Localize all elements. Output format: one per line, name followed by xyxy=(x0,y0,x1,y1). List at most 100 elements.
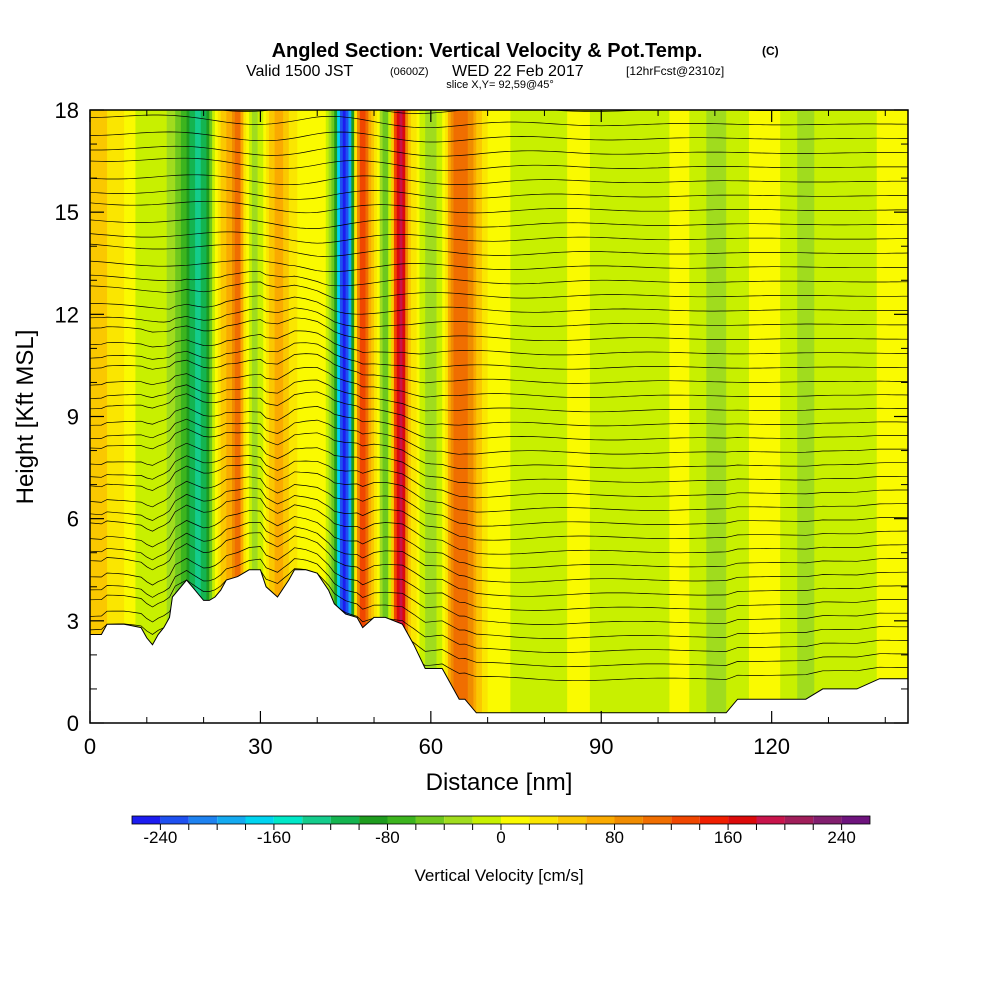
velocity-column xyxy=(771,110,776,723)
velocity-column xyxy=(720,110,724,723)
plot-area xyxy=(89,109,909,724)
velocity-column xyxy=(839,110,844,723)
velocity-column xyxy=(243,110,247,723)
isentrope-line xyxy=(90,217,908,229)
velocity-column xyxy=(294,110,298,723)
velocity-column xyxy=(257,110,262,723)
velocity-column xyxy=(297,110,301,723)
velocity-column xyxy=(879,110,884,723)
velocity-column xyxy=(223,110,227,723)
colorbar-swatch xyxy=(501,816,530,824)
colorbar-label: Vertical Velocity [cm/s] xyxy=(414,866,583,885)
velocity-column xyxy=(479,110,483,723)
velocity-column xyxy=(382,110,386,723)
isentrope-line xyxy=(90,295,908,315)
isentrope-line xyxy=(90,476,908,527)
colorbar-swatch xyxy=(188,816,218,824)
velocity-column xyxy=(442,110,446,723)
velocity-column xyxy=(138,110,142,723)
isentrope-line xyxy=(90,496,908,555)
isentrope-line xyxy=(90,455,908,499)
potential-temperature-isentropes xyxy=(90,110,908,682)
isentrope-line xyxy=(90,532,908,597)
velocity-column xyxy=(288,110,293,723)
velocity-column xyxy=(427,110,432,723)
velocity-column xyxy=(785,110,790,723)
velocity-column xyxy=(368,110,372,723)
velocity-column xyxy=(493,110,497,723)
velocity-column xyxy=(129,110,134,723)
velocity-column xyxy=(510,110,514,723)
velocity-column xyxy=(268,110,273,723)
velocity-column xyxy=(158,110,162,723)
velocity-column xyxy=(890,110,895,723)
colorbar-swatch xyxy=(784,816,814,824)
y-tick-label: 0 xyxy=(67,711,79,736)
velocity-column xyxy=(484,110,489,723)
velocity-column xyxy=(692,110,696,723)
velocity-column xyxy=(180,110,185,723)
velocity-column xyxy=(743,110,747,723)
isentrope-line xyxy=(90,231,908,244)
velocity-column xyxy=(533,110,537,723)
y-tick-label: 18 xyxy=(55,98,79,123)
x-tick-label: 0 xyxy=(84,734,96,759)
velocity-column xyxy=(626,110,631,723)
velocity-column xyxy=(155,110,159,723)
velocity-column xyxy=(712,110,716,723)
velocity-column xyxy=(226,110,230,723)
velocity-column xyxy=(206,110,210,723)
velocity-column xyxy=(436,110,440,723)
velocity-column xyxy=(149,110,154,723)
velocity-column xyxy=(453,110,457,723)
velocity-column xyxy=(348,110,352,723)
velocity-column xyxy=(291,110,296,723)
velocity-column xyxy=(527,110,531,723)
axes: 0 30 60 90 120 0 3 6 9 12 15 18 xyxy=(55,98,908,759)
colorbar-swatch xyxy=(302,816,331,824)
colorbar-swatch xyxy=(132,816,161,824)
velocity-column xyxy=(362,110,367,723)
velocity-column xyxy=(303,110,307,723)
velocity-column xyxy=(629,110,634,723)
colorbar-swatch xyxy=(614,816,643,824)
velocity-column xyxy=(385,110,389,723)
velocity-column xyxy=(683,110,688,723)
velocity-column xyxy=(141,110,145,723)
valid-time-pre: Valid 1500 JST xyxy=(246,63,354,80)
velocity-column xyxy=(723,110,727,723)
velocity-column xyxy=(555,110,560,723)
velocity-column xyxy=(660,110,665,723)
y-tick-label: 9 xyxy=(67,405,79,430)
velocity-column xyxy=(212,110,216,723)
velocity-column xyxy=(851,110,855,723)
velocity-column xyxy=(544,110,548,723)
velocity-column xyxy=(865,110,869,723)
velocity-column xyxy=(783,110,787,723)
velocity-column xyxy=(848,110,852,723)
velocity-column xyxy=(768,110,773,723)
velocity-column xyxy=(217,110,222,723)
chart-title-unit: (C) xyxy=(762,44,779,58)
velocity-column xyxy=(587,110,591,723)
isentrope-line xyxy=(90,114,908,129)
velocity-column xyxy=(791,110,795,723)
colorbar-swatch xyxy=(813,816,842,824)
velocity-column xyxy=(232,110,236,723)
velocity-column xyxy=(161,110,165,723)
velocity-column xyxy=(697,110,702,723)
isentrope-line xyxy=(90,442,908,484)
velocity-column xyxy=(834,110,838,723)
y-tick-label: 3 xyxy=(67,609,79,634)
velocity-column xyxy=(760,110,764,723)
colorbar-swatch xyxy=(671,816,700,824)
isentrope-line xyxy=(90,379,908,413)
isentrope-line xyxy=(90,200,908,214)
velocity-column xyxy=(325,110,330,723)
velocity-column xyxy=(209,110,213,723)
x-tick-label: 120 xyxy=(753,734,790,759)
velocity-column xyxy=(854,110,858,723)
velocity-column xyxy=(632,110,636,723)
colorbar-swatch xyxy=(444,816,473,824)
velocity-column xyxy=(135,110,139,723)
